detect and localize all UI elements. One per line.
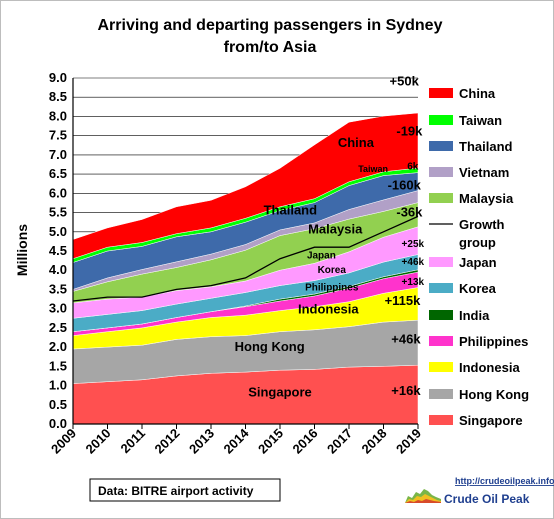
- y-tick-label: 8.0: [49, 108, 67, 123]
- legend-swatch-vietnam: [429, 167, 453, 177]
- x-tick-label: 2017: [324, 426, 355, 457]
- y-tick-label: 4.0: [49, 262, 67, 277]
- area-china: [72, 112, 419, 260]
- legend-swatch-hong-kong: [429, 389, 453, 399]
- x-tick-label: 2012: [152, 426, 183, 457]
- legend-label: Singapore: [459, 413, 523, 428]
- legend-label: Hong Kong: [459, 387, 529, 402]
- legend-label: Japan: [459, 255, 497, 270]
- legend-label: India: [459, 308, 490, 323]
- y-axis-label: Millions: [14, 224, 30, 276]
- chart-title-line-2: from/to Asia: [224, 39, 317, 56]
- change-label: 6k: [407, 161, 419, 172]
- area-series: [72, 112, 419, 425]
- area-label: Malaysia: [308, 222, 363, 237]
- y-tick-label: 5.0: [49, 224, 67, 239]
- x-tick-label: 2011: [118, 426, 149, 457]
- y-tick-label: 7.5: [49, 128, 67, 143]
- legend-swatch-malaysia: [429, 193, 453, 203]
- x-tick-label: 2015: [255, 426, 286, 457]
- x-tick-label: 2016: [290, 426, 321, 457]
- y-tick-label: 3.0: [49, 301, 67, 316]
- y-tick-label: 6.5: [49, 166, 67, 181]
- legend-label: Malaysia: [459, 191, 514, 206]
- source-text: Data: BITRE airport activity: [98, 484, 254, 498]
- oil-peak-chart-icon: [405, 487, 441, 503]
- legend-label: Growth: [459, 217, 505, 232]
- change-label: +25k: [402, 239, 425, 250]
- change-label: -160k: [388, 177, 422, 192]
- legend-label: Thailand: [459, 139, 513, 154]
- change-label: +115k: [385, 293, 422, 308]
- chart-title-line-1: Arriving and departing passengers in Syd…: [98, 17, 443, 34]
- legend-swatch-korea: [429, 283, 453, 293]
- area-label: China: [338, 135, 375, 150]
- area-label: Taiwan: [358, 164, 388, 174]
- source-note: Data: BITRE airport activity: [89, 478, 281, 502]
- crude-oil-peak-logo: http://crudeoilpeak.info Crude Oil Peak: [405, 476, 554, 506]
- legend-label: Korea: [459, 281, 497, 296]
- change-label: +50k: [390, 74, 420, 89]
- y-tick-label: 0.0: [49, 416, 67, 431]
- y-tick-label: 8.5: [49, 89, 67, 104]
- area-labels: Singapore Hong Kong Indonesia Philippines Ko…: [235, 74, 425, 400]
- legend-swatch-philippines: [429, 336, 453, 346]
- legend-swatch-thailand: [429, 141, 453, 151]
- y-tick-label: 1.5: [49, 358, 67, 373]
- change-label: +16k: [391, 383, 421, 398]
- y-tick-label: 5.5: [49, 205, 67, 220]
- legend-label: Indonesia: [459, 360, 520, 375]
- area-label: Indonesia: [298, 301, 359, 316]
- legend-label: Taiwan: [459, 113, 502, 128]
- x-tick-label: 2014: [221, 425, 253, 457]
- y-tick-label: 2.5: [49, 320, 67, 335]
- y-tick-label: 9.0: [49, 70, 67, 85]
- legend-label: Vietnam: [459, 165, 509, 180]
- area-label: Thailand: [264, 202, 318, 217]
- legend-swatch-indonesia: [429, 362, 453, 372]
- logo-url: http://crudeoilpeak.info: [455, 476, 554, 486]
- legend-swatch-india: [429, 310, 453, 320]
- change-label: -36k: [396, 204, 423, 219]
- legend-label: group: [459, 235, 496, 250]
- area-label: Hong Kong: [235, 339, 305, 354]
- y-tick-label: 0.5: [49, 397, 67, 412]
- area-label: Korea: [318, 265, 347, 276]
- area-label: Singapore: [248, 384, 312, 399]
- y-tick-label: 3.5: [49, 281, 67, 296]
- y-tick-label: 6.0: [49, 185, 67, 200]
- change-label: -19k: [396, 124, 423, 139]
- legend-swatch-japan: [429, 257, 453, 267]
- change-label: +46k: [402, 257, 425, 268]
- x-tick-label: 2010: [83, 426, 114, 457]
- area-label: Japan: [307, 251, 336, 262]
- legend-swatch-taiwan: [429, 115, 453, 125]
- area-label: Philippines: [305, 283, 359, 294]
- legend-swatch-china: [429, 88, 453, 98]
- growth-group-line: [72, 215, 419, 302]
- change-label: +13k: [402, 277, 425, 288]
- legend: China Taiwan Thailand Vietnam Malaysia Growth…: [429, 86, 529, 428]
- x-tick-label: 2013: [186, 426, 217, 457]
- y-tick-label: 2.0: [49, 339, 67, 354]
- legend-label: China: [459, 86, 496, 101]
- legend-label: Philippines: [459, 334, 528, 349]
- x-tick-label: 2018: [359, 426, 390, 457]
- y-tick-label: 4.5: [49, 243, 67, 258]
- y-tick-label: 1.0: [49, 378, 67, 393]
- legend-swatch-singapore: [429, 415, 453, 425]
- x-tick-label: 2019: [393, 426, 424, 457]
- logo-name: Crude Oil Peak: [444, 492, 530, 506]
- y-tick-label: 7.0: [49, 147, 67, 162]
- change-label: +46k: [391, 331, 421, 346]
